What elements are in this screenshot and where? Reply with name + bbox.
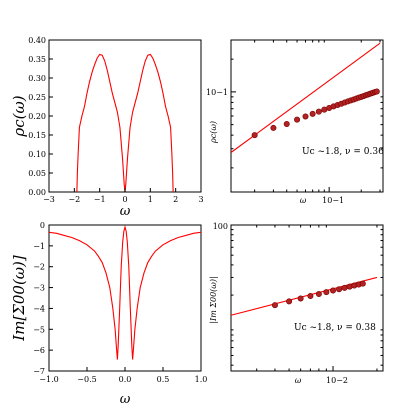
br-data-point (315, 291, 322, 298)
br-ylabel: |Im Σ00(ω)| (209, 276, 218, 323)
br-data-point (286, 298, 293, 305)
tr-xlabel: ω (300, 196, 307, 205)
bl-xtick-label: −1.0 (39, 375, 58, 384)
br-data-point (271, 302, 278, 309)
bl-ylabel: Im[Σ00(ω)] (10, 255, 28, 342)
tr-data-point (251, 132, 258, 139)
tr-xtick-label: 10−1 (322, 196, 344, 205)
bl-ytick-label: −5 (33, 325, 45, 334)
br-xtick-label: 10−2 (326, 376, 348, 385)
tl-ytick-label: 0.20 (28, 112, 46, 121)
br-annotation: Uc ~1.8, ν = 0.38 (294, 323, 376, 333)
tl-xlabel: ω (120, 204, 131, 219)
tl-ytick-label: 0.40 (28, 36, 46, 45)
bl-xtick-label: −0.5 (77, 375, 96, 384)
tl-xtick-label: −2 (68, 195, 80, 204)
br-data-point (330, 287, 337, 294)
br-data-point (359, 280, 366, 287)
br-data-point (323, 289, 330, 296)
tr-data-point (315, 108, 322, 115)
bl-xlabel: ω (120, 392, 131, 407)
tl-ytick-label: 0.35 (28, 55, 46, 64)
tl-series-line (76, 53, 174, 193)
panel-bottom-left-frame (48, 224, 202, 372)
tl-xtick-label: 1 (148, 195, 153, 204)
br-xlabel: ω (295, 376, 302, 385)
bl-xtick-label: 1.0 (195, 375, 208, 384)
br-data-point (336, 286, 343, 293)
br-ytick-label: 100 (213, 222, 228, 231)
tr-data-point (270, 124, 277, 131)
tr-ytick-label: 10−1 (206, 88, 228, 97)
tr-data-point (373, 88, 380, 95)
bl-ytick-label: −4 (33, 304, 45, 313)
tl-ytick-label: 0.05 (28, 169, 46, 178)
bl-ytick-label: −2 (33, 263, 45, 272)
br-data-point (307, 292, 314, 299)
bl-ytick-label: −1 (33, 242, 45, 251)
tl-ytick-label: 0.10 (28, 150, 46, 159)
panel-top-left-frame (48, 39, 202, 193)
tl-xtick-label: −3 (43, 195, 55, 204)
tr-ylabel: ρc(ω) (209, 121, 218, 144)
tl-xtick-label: −1 (94, 195, 106, 204)
bl-xtick-label: 0.5 (157, 375, 170, 384)
bl-ytick-label: −3 (33, 284, 45, 293)
br-data-point (297, 295, 304, 302)
bl-series-line (48, 225, 202, 360)
bl-ytick-label: −7 (33, 367, 45, 376)
bl-xtick-label: 0.0 (119, 375, 132, 384)
br-data-point (341, 284, 348, 291)
tl-ytick-label: 0.30 (28, 74, 46, 83)
chart-marks: −3 −2 −1 0 1 2 30.000.050.100.150.200.250.300.… (28, 36, 383, 385)
tl-xtick-label: 0 (122, 195, 127, 204)
tl-ylabel: ρc(ω) (10, 95, 28, 137)
tl-ytick-label: 0.00 (28, 188, 46, 197)
tl-xtick-label: 3 (198, 195, 203, 204)
tl-ytick-label: 0.15 (28, 131, 46, 140)
tr-data-point (302, 113, 309, 120)
tr-data-point (294, 116, 301, 123)
tr-annotation: Uc ~1.8, ν = 0.36 (302, 147, 384, 157)
bl-ytick-label: −6 (33, 346, 45, 355)
tr-data-point (309, 110, 316, 117)
bl-ytick-label: 0 (40, 221, 45, 230)
panel-bottom-right-frame (230, 224, 384, 372)
tl-ytick-label: 0.25 (28, 93, 46, 102)
tr-data-point (283, 121, 290, 128)
tl-xtick-label: 2 (173, 195, 178, 204)
